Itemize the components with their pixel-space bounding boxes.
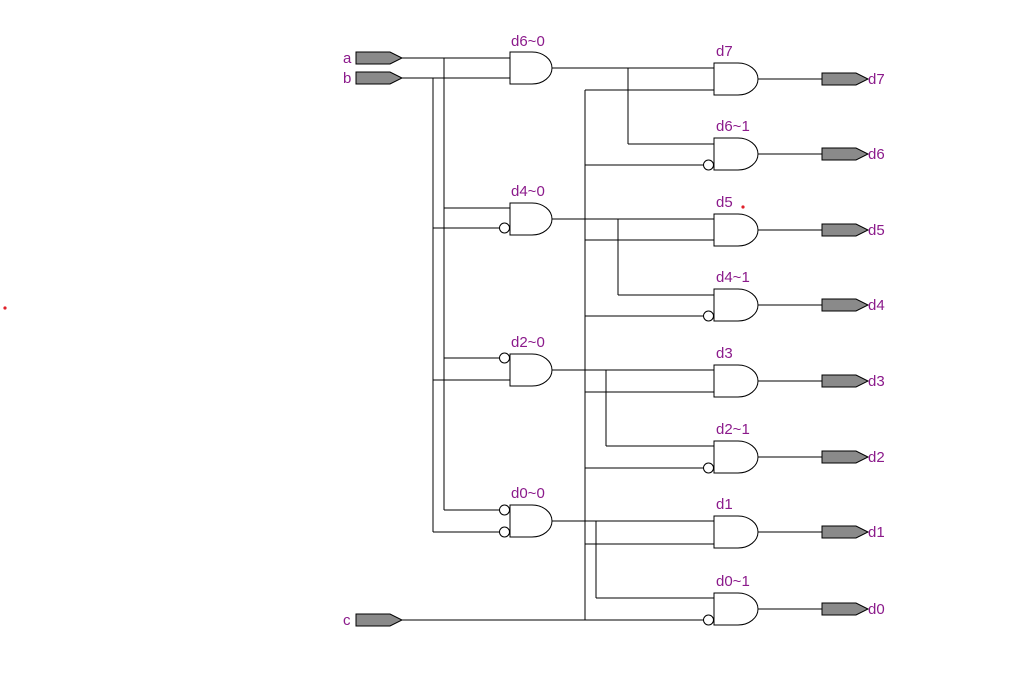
- gate-label-d6-0: d6~0: [511, 33, 545, 50]
- output-port-d3[interactable]: d3: [821, 373, 885, 390]
- selection-marker: [741, 205, 745, 209]
- output-port-d6[interactable]: d6: [821, 146, 885, 163]
- gate-label-d0-0: d0~0: [511, 485, 545, 502]
- and-gate-d4-0[interactable]: d4~0: [499, 183, 553, 236]
- output-port-d1[interactable]: d1: [821, 524, 885, 541]
- output-port-d4[interactable]: d4: [821, 297, 885, 314]
- input-label-b: b: [343, 70, 351, 87]
- and-gate-d2-1[interactable]: d2~1: [703, 421, 759, 474]
- gate-label-d4-0: d4~0: [511, 183, 545, 200]
- output-wires: [758, 78, 822, 610]
- output-port-d0[interactable]: d0: [821, 601, 885, 618]
- output-label-d5: d5: [868, 222, 885, 239]
- inverter-bubble-icon: [499, 526, 510, 538]
- input-port-a[interactable]: a: [343, 50, 404, 67]
- output-port-d2[interactable]: d2: [821, 449, 885, 466]
- output-label-d1: d1: [868, 524, 885, 541]
- gate-label-d4-1: d4~1: [716, 269, 750, 286]
- and-gate-d1[interactable]: d1: [713, 496, 759, 549]
- gate-label-d0-1: d0~1: [716, 573, 750, 590]
- output-label-d7: d7: [868, 71, 885, 88]
- inverter-bubble-icon: [499, 222, 510, 234]
- inverter-bubble-icon: [703, 310, 714, 322]
- input-port-b[interactable]: b: [343, 70, 404, 87]
- gate-label-d7: d7: [716, 43, 733, 60]
- and-gate-d2-0[interactable]: d2~0: [499, 334, 553, 387]
- gate-label-d6-1: d6~1: [716, 118, 750, 135]
- output-label-d4: d4: [868, 297, 885, 314]
- gate-label-d5: d5: [716, 194, 733, 211]
- input-port-c[interactable]: c: [343, 612, 404, 629]
- gate-label-d3: d3: [716, 345, 733, 362]
- inverter-bubble-icon: [499, 352, 510, 364]
- inverter-bubble-icon: [499, 504, 510, 516]
- and-gate-d6-0[interactable]: d6~0: [509, 33, 553, 85]
- output-port-d7[interactable]: d7: [821, 71, 885, 88]
- and-gate-d0-1[interactable]: d0~1: [703, 573, 759, 626]
- inverter-bubble-icon: [703, 462, 714, 474]
- inverter-bubble-icon: [703, 159, 714, 171]
- output-label-d3: d3: [868, 373, 885, 390]
- output-label-d0: d0: [868, 601, 885, 618]
- output-port-d5[interactable]: d5: [821, 222, 885, 239]
- output-label-d2: d2: [868, 449, 885, 466]
- input-label-a: a: [343, 50, 352, 67]
- selection-marker: [3, 306, 7, 310]
- input-bus-wires: [402, 57, 714, 621]
- gate-label-d2-1: d2~1: [716, 421, 750, 438]
- input-label-c: c: [343, 612, 351, 629]
- output-label-d6: d6: [868, 146, 885, 163]
- stage1-output-wires: [552, 67, 714, 599]
- and-gate-d3[interactable]: d3: [713, 345, 759, 398]
- and-gate-d0-0[interactable]: d0~0: [499, 485, 553, 538]
- gate-label-d1: d1: [716, 496, 733, 513]
- and-gate-d7[interactable]: d7: [713, 43, 759, 96]
- and-gate-d4-1[interactable]: d4~1: [703, 269, 759, 322]
- inverter-bubble-icon: [703, 614, 714, 626]
- gate-label-d2-0: d2~0: [511, 334, 545, 351]
- and-gate-d5[interactable]: d5: [713, 194, 759, 247]
- and-gate-d6-1[interactable]: d6~1: [703, 118, 759, 171]
